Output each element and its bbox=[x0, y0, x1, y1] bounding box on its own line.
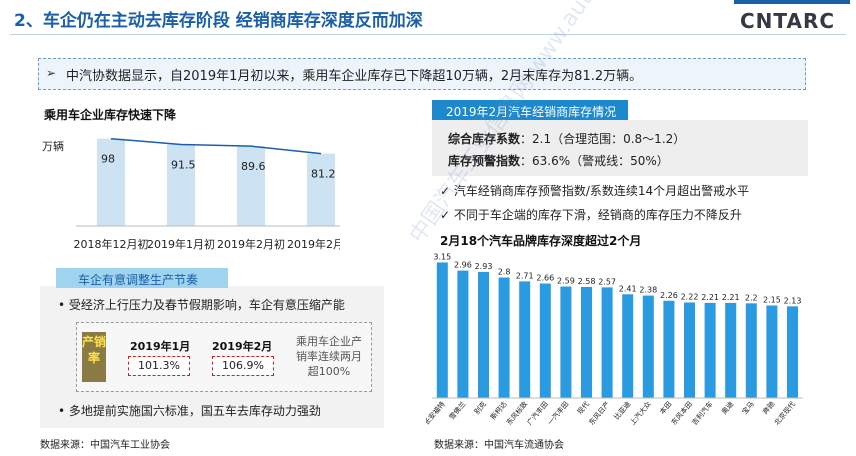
x-tick-label: 2018年12月初 bbox=[74, 237, 149, 251]
x-tick-label: 奥迪 bbox=[719, 400, 735, 417]
x-tick-label: 北京现代 bbox=[772, 400, 797, 427]
bar-value-label: 89.6 bbox=[241, 160, 266, 173]
inventory-bar-chart: 万辆 98 2018年12月初 91.5 2019年1月初 89.6 2019年2月初 81.… bbox=[42, 137, 340, 251]
inventory-coefficient: 综合库存系数：2.1（合理范围：0.8～1.2） bbox=[448, 130, 685, 147]
bar bbox=[642, 295, 654, 398]
bar-value-label: 2.2 bbox=[745, 293, 758, 302]
x-tick-label: 2019年2月初 bbox=[217, 237, 285, 251]
bar bbox=[457, 270, 469, 398]
y-unit-label: 万辆 bbox=[42, 139, 64, 153]
bar bbox=[97, 138, 125, 226]
bar-value-label: 2.66 bbox=[536, 274, 554, 283]
x-tick-label: 斯柯达 bbox=[488, 400, 508, 422]
bar-value-label: 2.58 bbox=[578, 277, 596, 286]
bar bbox=[725, 302, 737, 398]
logo-accent-bar bbox=[734, 0, 850, 4]
metric-value: ：63.6%（警戒线：50%） bbox=[520, 154, 669, 168]
metric-label: 库存预警指数 bbox=[448, 154, 521, 168]
bar bbox=[478, 271, 489, 398]
bar bbox=[436, 262, 448, 398]
adjustment-bullet: • 受经济上行压力及春节假期影响，车企有意压缩产能 bbox=[58, 298, 345, 312]
x-tick-label: 宝马 bbox=[740, 400, 756, 417]
bar-value-label: 2.8 bbox=[498, 268, 511, 277]
bar-value-label: 2.93 bbox=[475, 262, 493, 271]
bar-value-label: 2.13 bbox=[784, 296, 802, 305]
x-tick-label: 现代 bbox=[575, 400, 591, 417]
summary-box bbox=[38, 58, 806, 90]
bar-value-label: 2.15 bbox=[763, 295, 781, 304]
rate-note: 乘用车企业产销率连续两月超100% bbox=[296, 335, 362, 378]
bar-value-label: 2.38 bbox=[639, 286, 657, 295]
bar bbox=[766, 305, 778, 398]
right-source-note: 数据来源：中国汽车流通协会 bbox=[434, 440, 564, 451]
bar bbox=[167, 144, 195, 226]
bar-value-label: 2.57 bbox=[598, 277, 616, 286]
x-tick-label: 上汽大众 bbox=[628, 400, 653, 427]
x-tick-label: 比亚迪 bbox=[612, 400, 632, 422]
bar bbox=[498, 277, 510, 398]
rate-year-label: 2019年2月 bbox=[212, 340, 273, 353]
x-tick-label: 2019年1月初 bbox=[147, 237, 215, 251]
x-tick-label: 别克 bbox=[472, 400, 488, 417]
adjustment-tab bbox=[56, 268, 228, 288]
bar bbox=[519, 281, 531, 398]
check-point: ✓ 不同于车企端的库存下滑，经销商的库存压力不降反升 bbox=[440, 208, 742, 222]
bar-value-label: 2.22 bbox=[681, 292, 699, 301]
metric-label: 综合库存系数 bbox=[448, 132, 521, 146]
bar bbox=[581, 286, 592, 398]
inventory-warning-index: 库存预警指数：63.6%（警戒线：50%） bbox=[448, 152, 669, 169]
x-tick-label: 奔驰 bbox=[761, 400, 777, 417]
bar-value-label: 2.41 bbox=[619, 284, 637, 293]
bar bbox=[704, 302, 716, 398]
left-chart-title: 乘用车企业库存快速下降 bbox=[44, 108, 177, 122]
bar-value-label: 2.59 bbox=[557, 277, 575, 286]
adjustment-bullet: • 多地提前实施国六标准，国五车去库存动力强劲 bbox=[58, 404, 321, 418]
metric-value: ：2.1（合理范围：0.8～1.2） bbox=[520, 132, 686, 146]
bar bbox=[601, 287, 613, 398]
left-source-note: 数据来源：中国汽车工业协会 bbox=[40, 440, 170, 451]
bar bbox=[560, 286, 572, 398]
bar-value-label: 2.71 bbox=[516, 271, 534, 280]
x-tick-label: 本田 bbox=[658, 400, 674, 417]
bar-value-label: 2.21 bbox=[701, 293, 719, 302]
bar-value-label: 2.21 bbox=[722, 293, 740, 302]
adjustment-title: 车企有意调整生产节奏 bbox=[78, 273, 199, 287]
page-title: 2、车企仍在主动去库存阶段 经销商库存深度反而加深 bbox=[14, 11, 423, 31]
x-tick-label: 东风日产 bbox=[587, 400, 612, 427]
rate-value: 106.9% bbox=[212, 356, 274, 376]
x-tick-label: 吉利汽车 bbox=[690, 400, 715, 427]
bar bbox=[745, 303, 757, 398]
bar-value-label: 98 bbox=[101, 153, 115, 166]
check-point: ✓ 汽车经销商库存预警指数/系数连续14个月超出警戒水平 bbox=[440, 184, 750, 198]
bar bbox=[663, 300, 675, 398]
rate-value: 101.3% bbox=[128, 356, 190, 376]
right-chart-title: 2月18个汽车品牌库存深度超过2个月 bbox=[440, 234, 642, 248]
bar bbox=[787, 306, 798, 398]
brand-logo: CNTARC bbox=[740, 9, 836, 33]
bar bbox=[622, 294, 634, 398]
bar-value-label: 81.2 bbox=[311, 168, 336, 181]
bar bbox=[237, 146, 265, 226]
bar-value-label: 2.96 bbox=[454, 261, 472, 270]
dealer-inventory-title: 2019年2月汽车经销商库存情况 bbox=[446, 105, 617, 119]
brand-inventory-bar-chart: 3.15长安福特2.96雪佛兰2.93别克2.8斯柯达2.71东风标致2.66广… bbox=[426, 252, 803, 427]
x-tick-label: 2019年2月末 bbox=[287, 237, 340, 251]
bar bbox=[539, 283, 551, 398]
bar bbox=[684, 302, 695, 398]
x-tick-label: 雪佛兰 bbox=[447, 400, 467, 422]
x-tick-label: 长安福特 bbox=[426, 400, 447, 427]
trend-line bbox=[110, 137, 322, 155]
rate-year-label: 2019年1月 bbox=[130, 340, 191, 353]
bar-value-label: 3.15 bbox=[433, 252, 451, 261]
x-tick-label: 一汽丰田 bbox=[546, 400, 571, 427]
bar-value-label: 2.26 bbox=[660, 291, 678, 300]
dealer-inventory-panel bbox=[432, 120, 808, 176]
header-divider bbox=[10, 34, 846, 35]
rate-label: 产销率 bbox=[82, 332, 106, 382]
summary-text: 中汽协数据显示，自2019年1月初以来，乘用车企业库存已下降超10万辆，2月末库… bbox=[66, 69, 643, 84]
arrow-bullet-icon: ➢ bbox=[46, 66, 57, 80]
bar bbox=[307, 153, 335, 226]
dealer-inventory-tab bbox=[432, 100, 628, 120]
bar-value-label: 91.5 bbox=[171, 158, 196, 171]
